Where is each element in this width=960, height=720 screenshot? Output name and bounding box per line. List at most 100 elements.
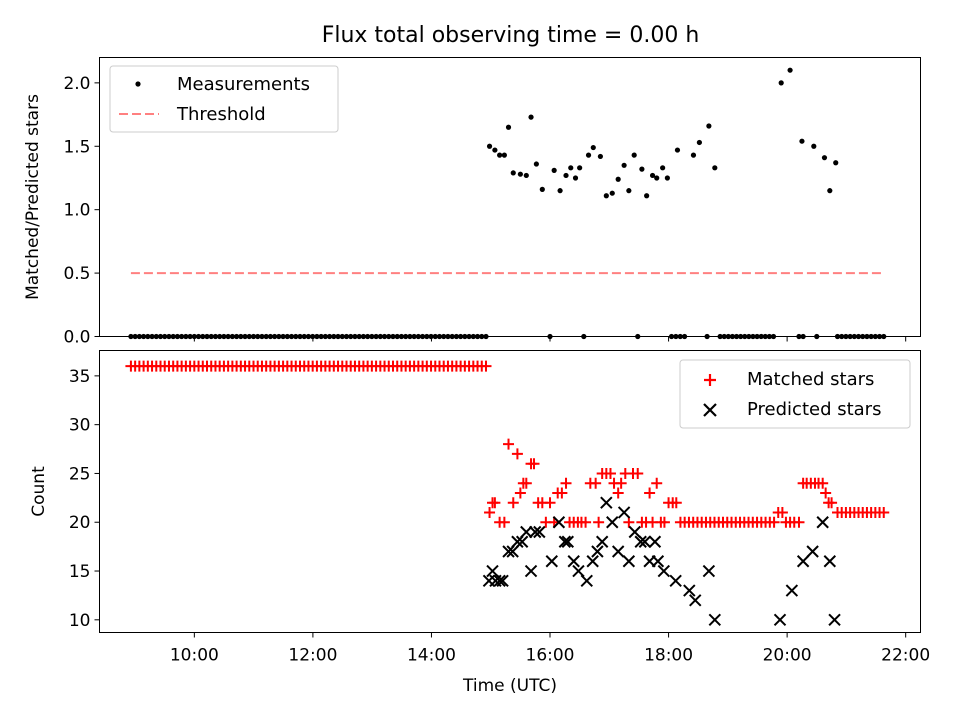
measurement-point: [778, 80, 784, 86]
measurement-point: [644, 193, 650, 199]
matched-star-marker: [484, 506, 496, 518]
measurement-point: [267, 333, 274, 340]
measurement-point: [229, 333, 235, 340]
predicted-star-marker: [586, 555, 599, 568]
measurement-point: [284, 333, 290, 340]
predicted-star-marker: [533, 525, 546, 539]
legend-threshold-label: Threshold: [176, 104, 266, 125]
predicted-star-marker: [785, 584, 799, 597]
matched-star-marker: [615, 477, 627, 489]
matched-stars-points: [125, 360, 890, 528]
measurement-point: [800, 333, 806, 340]
measurement-point: [872, 333, 878, 340]
measurement-point: [568, 165, 574, 171]
measurement-point: [505, 124, 512, 130]
measurement-point: [419, 333, 426, 340]
measurement-point: [474, 333, 481, 340]
predicted-star-marker: [622, 555, 636, 568]
measurement-point: [326, 333, 333, 340]
measurement-point: [851, 333, 857, 340]
top-y-tick-label: 0.5: [63, 264, 90, 284]
measurement-point: [528, 114, 534, 120]
measurement-point: [377, 333, 383, 340]
measurement-point: [864, 333, 870, 340]
measurement-point: [881, 333, 887, 340]
predicted-star-marker: [496, 574, 509, 587]
matched-star-marker: [826, 497, 838, 509]
measurement-point: [821, 155, 828, 161]
measurement-point: [179, 333, 185, 340]
measurement-point: [539, 186, 545, 192]
measurement-point: [523, 172, 529, 179]
measurement-point: [811, 143, 817, 149]
predicted-star-marker: [558, 535, 572, 548]
matched-star-marker: [612, 487, 624, 499]
measurement-point: [288, 333, 295, 340]
measurement-point: [318, 333, 324, 340]
predicted-star-marker: [823, 555, 837, 568]
top-axes-frame: [99, 57, 921, 337]
measurement-point: [276, 333, 282, 340]
measurement-point: [796, 333, 802, 340]
measurement-point: [145, 333, 151, 340]
measurement-point: [280, 333, 286, 340]
measurement-point: [136, 333, 142, 340]
measurement-point: [250, 333, 257, 340]
measurement-point: [322, 333, 328, 340]
measurement-point: [263, 333, 269, 340]
measurement-point: [470, 333, 476, 340]
measurement-point: [297, 333, 303, 340]
matched-star-marker: [878, 506, 890, 518]
predicted-star-marker: [806, 545, 819, 558]
predicted-star-marker: [515, 535, 529, 548]
predicted-stars-points: [482, 496, 841, 627]
predicted-star-marker: [683, 584, 696, 597]
measurement-point: [547, 333, 553, 340]
predicted-star-marker: [524, 564, 538, 578]
predicted-star-marker: [528, 525, 542, 539]
matched-star-marker: [507, 497, 519, 509]
measurement-point: [733, 333, 740, 340]
measurement-point: [834, 333, 841, 340]
bottom-y-tick-label: 15: [69, 562, 91, 582]
measurement-point: [585, 152, 592, 158]
predicted-star-marker: [572, 564, 585, 578]
measurement-point: [510, 170, 516, 176]
top-legend-box: [109, 65, 339, 133]
measurement-point: [153, 333, 159, 340]
predicted-star-marker: [828, 613, 841, 627]
chart-title: Flux total observing time = 0.00 h: [322, 23, 700, 48]
measurement-point: [754, 333, 760, 340]
measurement-point: [517, 171, 523, 177]
predicted-star-marker: [506, 545, 519, 558]
measurement-point: [787, 67, 793, 73]
measurement-point: [394, 333, 400, 340]
measurement-point: [343, 333, 350, 340]
measurement-point: [855, 333, 862, 340]
predicted-star-marker: [669, 574, 682, 587]
measurement-point: [445, 333, 451, 340]
measurement-point: [301, 333, 307, 340]
predicted-star-marker: [552, 516, 566, 529]
bottom-x-ticks: 10:00 12:00 14:00 16:00 18:00 20:00 22:00: [170, 632, 930, 666]
matched-star-marker: [480, 360, 492, 372]
predicted-star-marker: [545, 555, 558, 568]
matched-star-marker: [632, 467, 644, 479]
measurement-point: [331, 333, 337, 340]
predicted-star-marker: [702, 564, 716, 578]
measurement-point: [746, 333, 752, 340]
measurement-point: [305, 333, 312, 340]
measurement-point: [681, 333, 688, 340]
measurement-point: [597, 153, 603, 160]
top-y-tick-label: 1.0: [63, 201, 90, 221]
matched-star-marker: [768, 516, 780, 528]
measurement-point: [204, 333, 210, 340]
measurement-point: [174, 333, 181, 340]
measurement-point: [187, 333, 193, 340]
matched-star-marker: [820, 487, 832, 499]
matched-star-marker: [604, 467, 616, 479]
matched-star-marker: [528, 458, 540, 470]
matched-star-marker: [580, 516, 592, 528]
measurement-point: [839, 333, 845, 340]
